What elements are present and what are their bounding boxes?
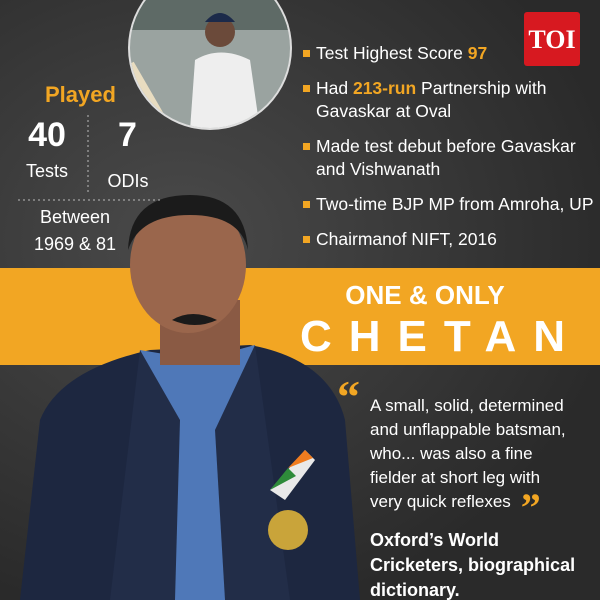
- logo: TOI: [528, 25, 575, 54]
- fact: Had 213-run Partnership with Gavaskar at…: [303, 77, 595, 123]
- banner-name: CHETAN: [300, 312, 583, 361]
- fact: Two-time BJP MP from Amroha, UP: [303, 193, 595, 216]
- period: Between: [39, 207, 111, 227]
- fact: Test Highest Score 97: [303, 42, 595, 65]
- fact: Made test debut before Gavaskar and Vish…: [303, 135, 595, 181]
- open-quote: “: [337, 371, 360, 422]
- odis-label: ODIs: [107, 171, 149, 191]
- fact-highlight: 97: [467, 43, 488, 63]
- portrait: [20, 195, 360, 600]
- tests-label: Tests: [25, 161, 68, 181]
- tests-count: 40: [28, 116, 66, 154]
- fact-highlight: 213-run: [352, 78, 417, 98]
- period: 1969 & 81: [33, 234, 117, 254]
- logo-box: [524, 12, 580, 66]
- fact: Chairmanof NIFT, 2016: [303, 228, 595, 251]
- fact-text: Two-time BJP MP from Amroha, UP: [316, 194, 594, 214]
- quote-source: Oxford’s World Cricketers, biographical …: [370, 530, 576, 600]
- fact-text: Had: [316, 78, 353, 98]
- quote-text: A small, solid, determined and unflappab…: [370, 396, 566, 511]
- fact-text: Test Highest Score: [316, 43, 468, 63]
- banner-band: [0, 268, 600, 365]
- quote: A small, solid, determined and unflappab…: [370, 396, 566, 530]
- banner-title: ONE & ONLY: [345, 280, 505, 310]
- facts: Test Highest Score 97 Had 213-run Partner…: [303, 42, 595, 263]
- odis-count: 7: [118, 116, 137, 154]
- fact-text: Chairmanof NIFT, 2016: [316, 229, 497, 249]
- fact-text: Partnership with Gavaskar at Oval: [316, 78, 552, 121]
- fact-text: Made test debut before Gavaskar and Vish…: [316, 136, 581, 179]
- played-heading: Played: [45, 82, 116, 107]
